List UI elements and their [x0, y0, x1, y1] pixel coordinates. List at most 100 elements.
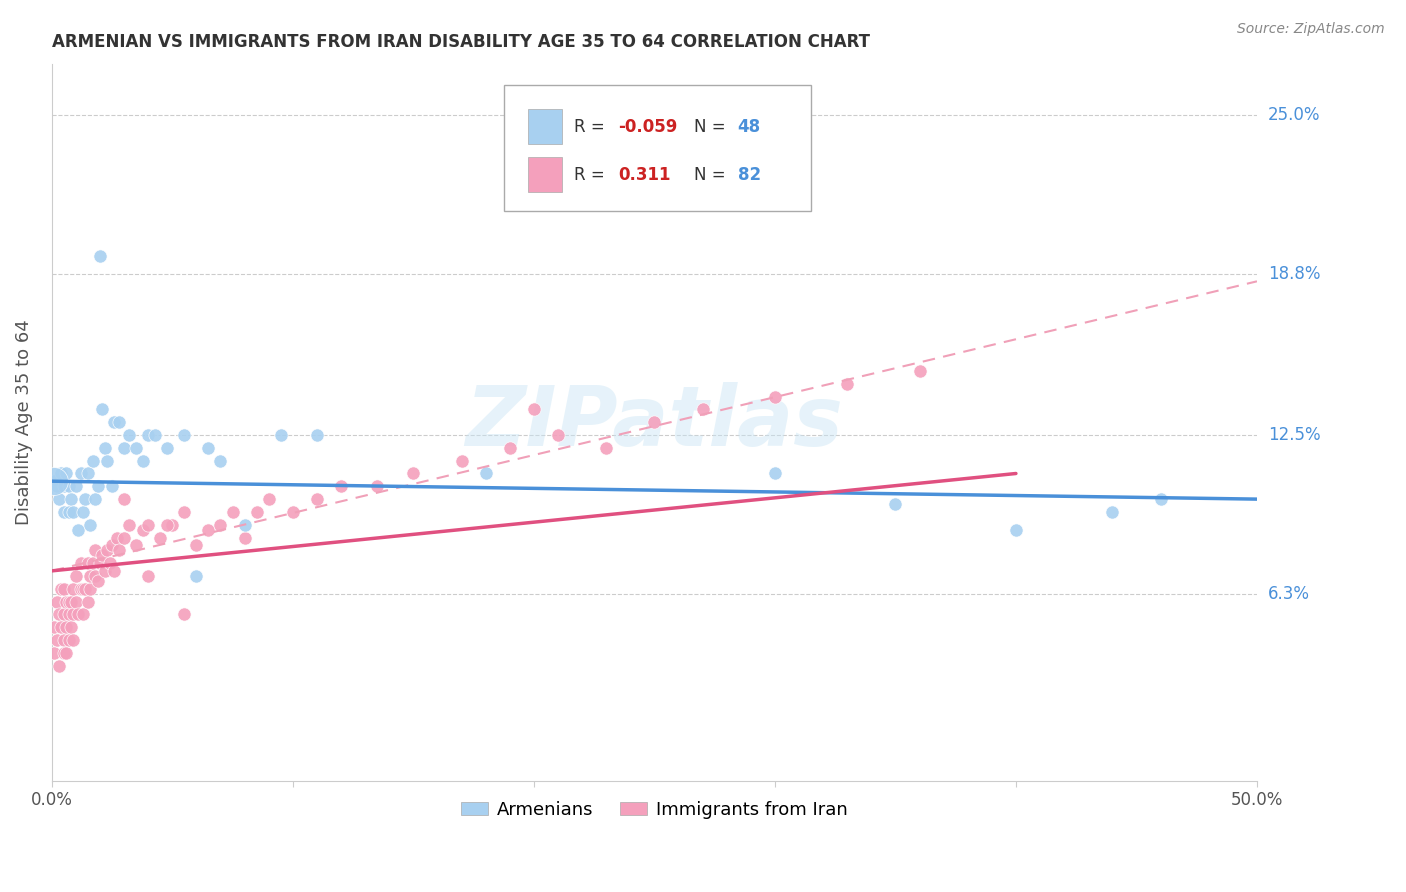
- Point: [149, 531, 172, 545]
- Point: [125, 538, 148, 552]
- Point: [105, 531, 128, 545]
- Point: [96, 453, 118, 467]
- Point: [96, 543, 118, 558]
- Point: [209, 453, 232, 467]
- Text: 82: 82: [738, 166, 761, 184]
- Point: [281, 505, 304, 519]
- Point: [173, 428, 195, 442]
- Point: [156, 517, 179, 532]
- Point: [763, 467, 786, 481]
- Text: 48: 48: [738, 118, 761, 136]
- Point: [65, 594, 87, 608]
- Text: 18.8%: 18.8%: [1268, 265, 1320, 283]
- Point: [402, 467, 425, 481]
- Point: [595, 441, 617, 455]
- Point: [908, 364, 931, 378]
- Point: [55, 646, 77, 660]
- Point: [89, 249, 111, 263]
- Text: 25.0%: 25.0%: [1268, 106, 1320, 124]
- Point: [77, 594, 100, 608]
- Point: [233, 517, 256, 532]
- Point: [305, 428, 328, 442]
- Point: [67, 523, 90, 537]
- Point: [173, 607, 195, 622]
- Point: [69, 556, 91, 570]
- Point: [84, 569, 107, 583]
- FancyBboxPatch shape: [527, 158, 561, 192]
- Text: N =: N =: [695, 166, 731, 184]
- Point: [77, 467, 100, 481]
- Point: [101, 479, 124, 493]
- Point: [270, 428, 292, 442]
- Point: [52, 633, 75, 648]
- Point: [84, 492, 107, 507]
- Point: [89, 556, 111, 570]
- Point: [547, 428, 569, 442]
- Text: R =: R =: [574, 166, 610, 184]
- Point: [112, 492, 135, 507]
- Point: [305, 492, 328, 507]
- Point: [79, 582, 101, 596]
- Point: [82, 556, 104, 570]
- Point: [72, 505, 94, 519]
- Point: [52, 607, 75, 622]
- Point: [136, 569, 159, 583]
- Point: [366, 479, 388, 493]
- FancyBboxPatch shape: [503, 85, 811, 211]
- Point: [125, 441, 148, 455]
- Point: [58, 505, 80, 519]
- Point: [108, 543, 131, 558]
- Point: [1149, 492, 1171, 507]
- Point: [101, 538, 124, 552]
- Point: [692, 402, 714, 417]
- Point: [77, 556, 100, 570]
- Point: [75, 582, 97, 596]
- Point: [197, 523, 219, 537]
- Point: [60, 594, 83, 608]
- Point: [58, 594, 80, 608]
- Point: [67, 607, 90, 622]
- Point: [45, 479, 67, 493]
- Point: [60, 492, 83, 507]
- Point: [233, 531, 256, 545]
- Point: [94, 564, 117, 578]
- Point: [55, 594, 77, 608]
- Point: [52, 479, 75, 493]
- Point: [474, 467, 496, 481]
- Point: [84, 543, 107, 558]
- Point: [58, 479, 80, 493]
- Point: [69, 467, 91, 481]
- Point: [75, 492, 97, 507]
- Point: [330, 479, 353, 493]
- Point: [91, 549, 114, 563]
- Point: [94, 441, 117, 455]
- Point: [118, 428, 141, 442]
- Point: [186, 538, 208, 552]
- Point: [82, 453, 104, 467]
- Point: [763, 390, 786, 404]
- Point: [48, 492, 70, 507]
- Point: [72, 582, 94, 596]
- Text: N =: N =: [695, 118, 731, 136]
- Point: [52, 582, 75, 596]
- Point: [118, 517, 141, 532]
- Point: [91, 402, 114, 417]
- Point: [58, 633, 80, 648]
- Legend: Armenians, Immigrants from Iran: Armenians, Immigrants from Iran: [453, 793, 855, 826]
- Point: [51, 582, 73, 596]
- Point: [257, 492, 280, 507]
- Point: [58, 607, 80, 622]
- Point: [72, 607, 94, 622]
- Point: [62, 633, 84, 648]
- Point: [51, 467, 73, 481]
- Point: [65, 479, 87, 493]
- Text: 6.3%: 6.3%: [1268, 585, 1310, 603]
- Point: [86, 574, 108, 588]
- Point: [79, 517, 101, 532]
- Point: [103, 564, 125, 578]
- Point: [60, 620, 83, 634]
- Text: Source: ZipAtlas.com: Source: ZipAtlas.com: [1237, 22, 1385, 37]
- Point: [62, 582, 84, 596]
- Point: [52, 505, 75, 519]
- Point: [108, 415, 131, 429]
